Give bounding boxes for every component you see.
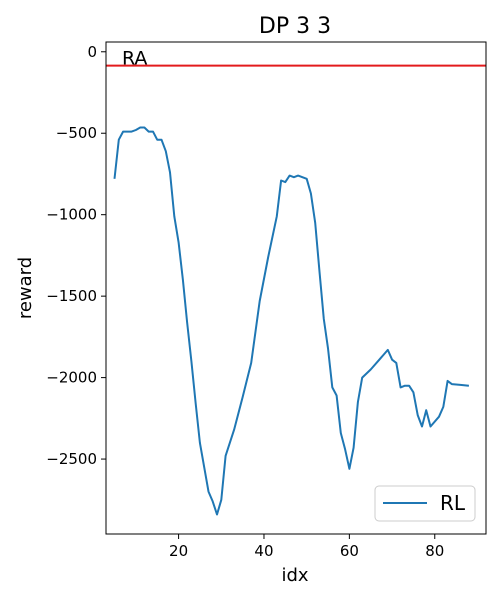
y-tick-label: −500 bbox=[56, 124, 97, 142]
y-axis-label: reward bbox=[15, 257, 36, 319]
x-tick-label: 20 bbox=[169, 542, 188, 560]
x-axis-label: idx bbox=[281, 565, 308, 586]
y-tick-label: −2500 bbox=[46, 450, 97, 468]
x-tick-label: 80 bbox=[425, 542, 444, 560]
y-tick-label: 0 bbox=[87, 43, 97, 61]
y-tick-label: −1000 bbox=[46, 206, 97, 224]
x-tick-label: 40 bbox=[254, 542, 273, 560]
legend: RL bbox=[374, 485, 476, 522]
plot-area: RA bbox=[106, 48, 486, 516]
series-line-rl bbox=[113, 126, 469, 516]
reference-line-label: RA bbox=[122, 48, 147, 70]
legend-label: RL bbox=[440, 491, 466, 515]
y-axis-ticks: 0 −500 −1000 −1500 −2000 −2500 bbox=[46, 43, 106, 468]
chart-title: DP 3 3 bbox=[259, 14, 331, 39]
x-axis-ticks: 20 40 60 80 bbox=[169, 534, 444, 560]
y-tick-label: −2000 bbox=[46, 369, 97, 387]
plot-frame bbox=[105, 41, 487, 535]
y-tick-label: −1500 bbox=[46, 287, 97, 305]
x-tick-label: 60 bbox=[340, 542, 359, 560]
